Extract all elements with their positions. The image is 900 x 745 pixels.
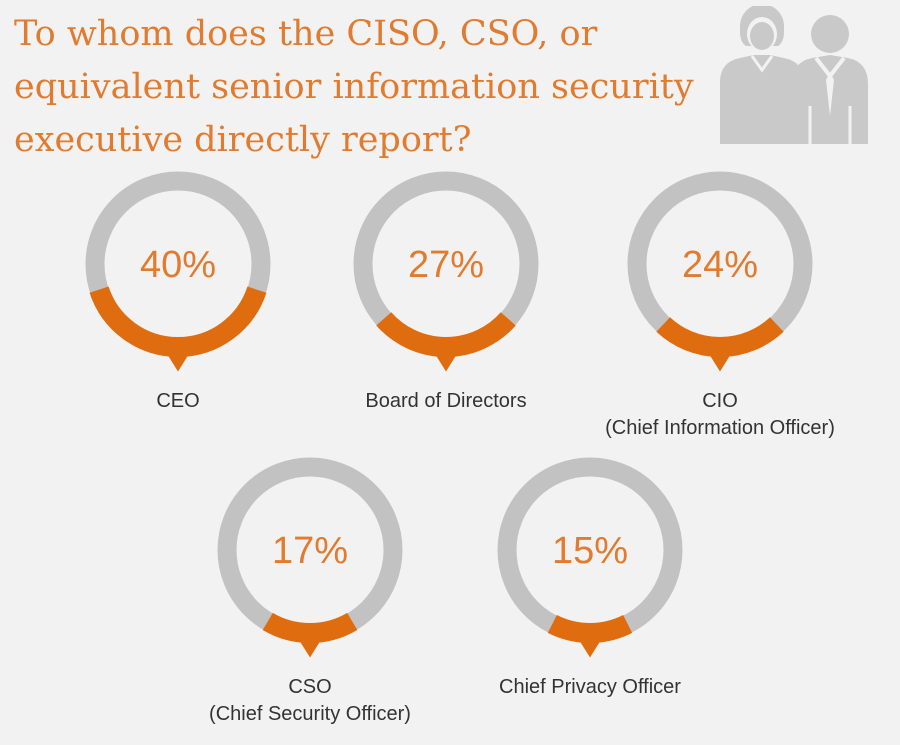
gauge-pointer <box>168 355 188 372</box>
chart-title: To whom does the CISO, CSO, or equivalen… <box>14 8 704 167</box>
value-label-chief-privacy-officer: 15% <box>552 530 628 572</box>
category-label-line: (Chief Information Officer) <box>605 417 835 439</box>
category-label-cso: CSO (Chief Security Officer) <box>160 674 460 728</box>
category-label-ceo: CEO <box>28 388 328 415</box>
title-line-2: equivalent senior information security <box>14 67 694 107</box>
gauge-fill-cio <box>656 316 784 357</box>
category-label-line: CSO <box>288 676 332 698</box>
value-label-board-of-directors: 27% <box>408 244 484 286</box>
gauge-fill-ceo <box>89 286 267 357</box>
gauge-fill-cso <box>262 612 358 643</box>
gauge-cso: 17% <box>217 457 403 658</box>
gauge-ceo: 40% <box>85 171 271 372</box>
gauge-fill-chief-privacy-officer <box>547 614 633 643</box>
value-label-cio: 24% <box>682 244 758 286</box>
title-line-1: To whom does the CISO, CSO, or <box>14 14 598 54</box>
category-label-board-of-directors: Board of Directors <box>296 388 596 415</box>
gauge-fill-board-of-directors <box>376 312 516 357</box>
gauge-pointer <box>436 355 456 372</box>
value-label-ceo: 40% <box>140 244 216 286</box>
category-label-line: (Chief Security Officer) <box>209 703 411 725</box>
gauge-chief-privacy-officer: 15% <box>497 457 683 658</box>
category-label-line: CIO <box>702 390 738 412</box>
category-label-line: Chief Privacy Officer <box>499 676 681 698</box>
gauge-pointer <box>710 355 730 372</box>
category-label-cio: CIO (Chief Information Officer) <box>570 388 870 442</box>
category-label-chief-privacy-officer: Chief Privacy Officer <box>440 674 740 701</box>
gauge-pointer <box>300 641 320 658</box>
gauge-pointer <box>580 641 600 658</box>
gauge-cio: 24% <box>627 171 813 372</box>
category-label-line: CEO <box>156 390 200 412</box>
category-label-line: Board of Directors <box>365 390 527 412</box>
value-label-cso: 17% <box>272 530 348 572</box>
title-line-3: executive directly report? <box>14 120 472 160</box>
people-icon <box>720 6 868 144</box>
gauge-board-of-directors: 27% <box>353 171 539 372</box>
